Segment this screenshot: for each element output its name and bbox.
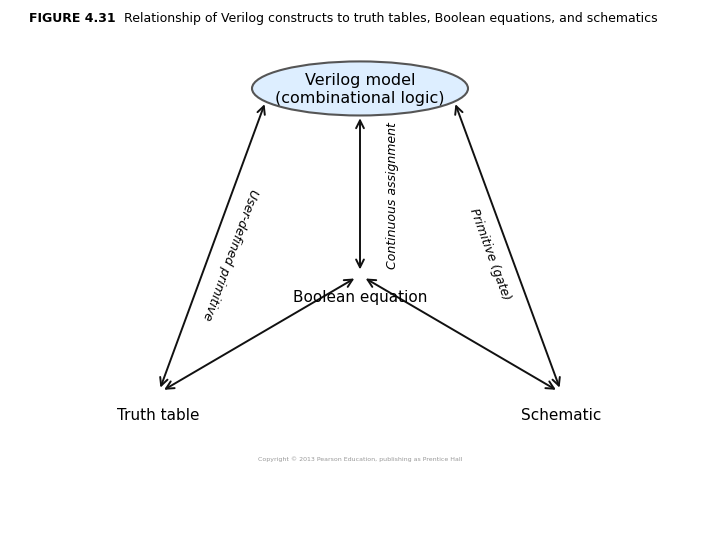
Text: M. Morris Mano ■ Michael D. Ciletti: M. Morris Mano ■ Michael D. Ciletti — [133, 522, 282, 530]
Text: User-defined primitive: User-defined primitive — [200, 187, 261, 322]
Text: (combinational logic): (combinational logic) — [275, 91, 445, 106]
Text: Copyright © 2013 by Pearson Education, Inc.: Copyright © 2013 by Pearson Education, I… — [432, 503, 622, 512]
Text: Relationship of Verilog constructs to truth tables, Boolean equations, and schem: Relationship of Verilog constructs to tr… — [112, 12, 657, 25]
Text: Truth table: Truth table — [117, 408, 199, 423]
Text: Digital Design: With an Introduction to the Verilog HDL, 5e: Digital Design: With an Introduction to … — [133, 503, 378, 512]
Text: Copyright © 2013 Pearson Education, publishing as Prentice Hall: Copyright © 2013 Pearson Education, publ… — [258, 457, 462, 462]
Text: ALWAYS LEARNING: ALWAYS LEARNING — [14, 502, 109, 511]
Text: Primitive (gate): Primitive (gate) — [467, 206, 513, 302]
Ellipse shape — [252, 62, 468, 116]
Text: Verilog model: Verilog model — [305, 73, 415, 88]
Text: Schematic: Schematic — [521, 408, 602, 423]
Text: Boolean equation: Boolean equation — [293, 290, 427, 305]
Text: FIGURE 4.31: FIGURE 4.31 — [29, 12, 115, 25]
Text: Continuous assignment: Continuous assignment — [386, 122, 399, 269]
Text: PEARSON: PEARSON — [659, 503, 720, 529]
Text: All rights reserved.: All rights reserved. — [432, 522, 512, 530]
